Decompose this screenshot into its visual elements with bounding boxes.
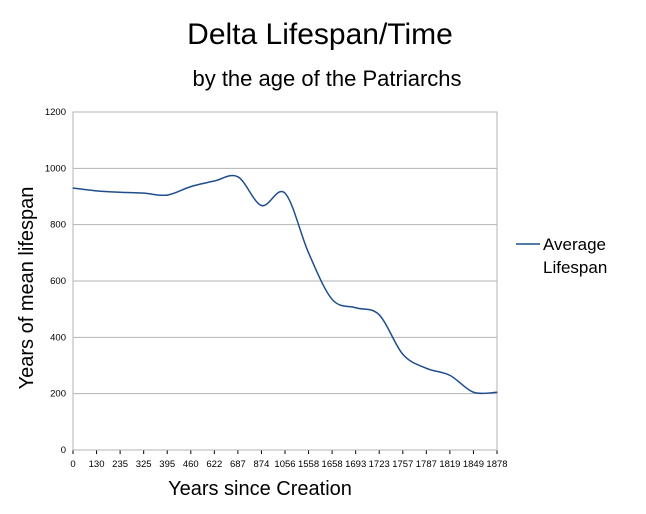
y-tick-label: 800	[50, 220, 66, 231]
x-tick-label: 235	[112, 459, 128, 470]
y-axis-title: Years of mean lifespan	[16, 187, 38, 390]
legend-label-line: Lifespan	[543, 258, 607, 277]
x-tick-label: 1757	[392, 459, 413, 470]
x-tick-label: 1558	[298, 459, 319, 470]
legend: Average Lifespan	[516, 235, 607, 277]
chart-subtitle: by the age of the Patriarchs	[192, 66, 461, 91]
x-tick-label: 325	[136, 459, 152, 470]
x-axis-title: Years since Creation	[168, 478, 352, 500]
data-point	[425, 367, 427, 369]
x-tick-label: 1878	[486, 459, 507, 470]
y-tick-label: 1200	[45, 107, 66, 118]
x-tick-label: 1819	[439, 459, 460, 470]
data-point	[213, 180, 215, 182]
data-point	[284, 192, 286, 194]
x-tick-label: 687	[230, 459, 246, 470]
grid-lines	[72, 112, 498, 454]
y-tick-label: 1000	[45, 163, 66, 174]
data-point	[307, 252, 310, 254]
legend-label: Average Lifespan	[543, 235, 607, 277]
y-tick-labels: 0 200 400 600 800 1000 1200	[45, 107, 66, 456]
series-layer	[72, 174, 498, 395]
x-tick-label: 460	[183, 459, 199, 470]
data-point	[166, 194, 168, 196]
data-point	[402, 353, 404, 355]
data-point	[472, 391, 475, 393]
data-point	[119, 191, 121, 193]
data-point	[449, 374, 451, 376]
data-point	[143, 192, 145, 194]
data-point	[260, 204, 263, 207]
x-tick-label: 1849	[463, 459, 484, 470]
y-tick-label: 600	[50, 276, 66, 287]
x-tick-label: 874	[254, 459, 270, 470]
plot-area	[72, 111, 498, 451]
data-point	[72, 187, 74, 189]
y-tick-label: 0	[61, 445, 66, 456]
x-tick-label: 622	[206, 459, 222, 470]
x-tick-label: 1787	[416, 459, 437, 470]
x-tick-labels: 0 130 235 325 395 460 622 687 874 1056 1558 1658 169…	[70, 459, 507, 470]
series-line	[72, 174, 498, 395]
data-point	[331, 298, 333, 300]
y-tick-label: 200	[50, 389, 66, 400]
data-point	[378, 314, 380, 316]
x-tick-label: 1693	[345, 459, 366, 470]
x-tick-label: 130	[89, 459, 105, 470]
x-tick-label: 1056	[274, 459, 295, 470]
data-point	[237, 176, 239, 178]
data-point	[95, 190, 98, 192]
x-tick-label: 395	[159, 459, 175, 470]
legend-label-line: Average	[543, 235, 606, 254]
data-point	[355, 307, 357, 309]
x-tick-label: 1658	[322, 459, 343, 470]
x-tick-label: 1723	[369, 459, 390, 470]
x-tick-label: 0	[70, 459, 75, 470]
data-point	[190, 186, 192, 188]
data-point	[496, 391, 498, 393]
chart-title: Delta Lifespan/Time	[187, 18, 453, 51]
y-tick-label: 400	[50, 332, 66, 343]
